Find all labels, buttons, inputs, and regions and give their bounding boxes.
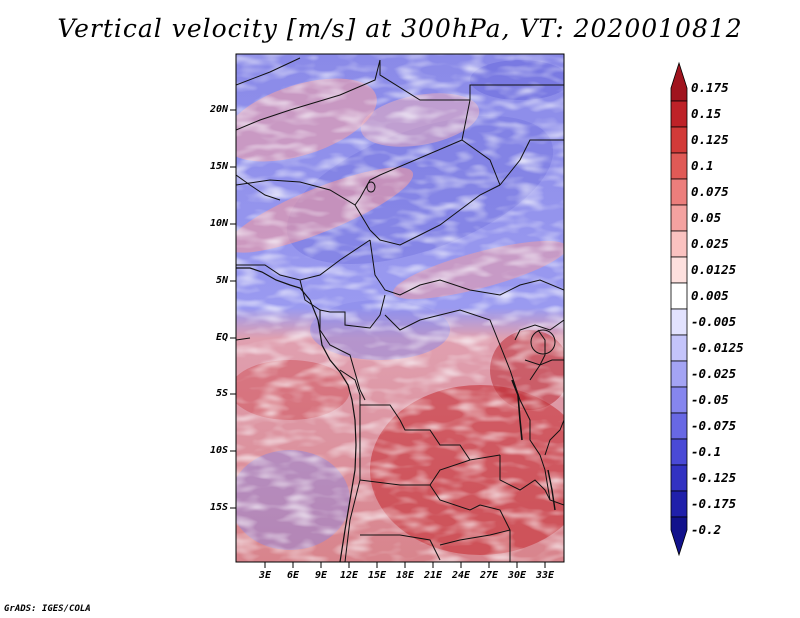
colorbar-swatch: [670, 126, 688, 154]
border-line: [461, 139, 501, 186]
footer-credit: GrADS: IGES/COLA: [4, 604, 91, 614]
lake-victoria: [530, 329, 556, 355]
colorbar-tick-label: 0.1: [691, 158, 714, 173]
colorbar-tick-label: 0.025: [691, 236, 729, 251]
colorbar: [670, 61, 688, 557]
field-texture: [236, 54, 564, 562]
colorbar-tick-label: 0.05: [691, 210, 722, 225]
border-line: [344, 405, 361, 562]
lat-label: 15S: [209, 502, 228, 513]
colorbar-tick-label: -0.1: [691, 444, 722, 459]
axis-ticks: [230, 109, 546, 568]
lon-label: 12E: [339, 570, 359, 581]
border-line: [339, 369, 501, 461]
colorbar-tick-label: -0.025: [691, 366, 737, 381]
border-line: [236, 337, 251, 341]
colorbar-swatch: [670, 516, 688, 557]
colorbar-tick-label: -0.075: [691, 418, 737, 433]
colorbar-swatch: [670, 490, 688, 518]
lon-label: 6E: [286, 570, 300, 581]
colorbar-swatch: [670, 412, 688, 440]
border-line: [369, 184, 501, 246]
colorbar-swatch: [670, 61, 688, 102]
colorbar-swatch: [670, 178, 688, 206]
colorbar-swatch: [670, 152, 688, 180]
colorbar-tick-label: 0.0125: [691, 262, 737, 277]
border-line: [369, 239, 564, 296]
map-title: Vertical velocity [m/s] at 300hPa, VT: 2…: [57, 14, 743, 43]
velocity-field: [236, 54, 564, 562]
colorbar-tick-label: -0.005: [691, 314, 737, 329]
lake-chad: [366, 181, 376, 193]
lat-label: 10S: [209, 445, 228, 456]
border-line: [236, 179, 371, 231]
border-line: [509, 369, 551, 501]
colorbar-tick-label: -0.0125: [691, 340, 744, 355]
colorbar-swatch: [670, 308, 688, 336]
colorbar-swatch: [670, 438, 688, 466]
map-frame: [235, 53, 565, 563]
lat-label: 5S: [215, 388, 228, 399]
colorbar-tick-label: -0.175: [691, 496, 737, 511]
colorbar-tick-label: 0.075: [691, 184, 729, 199]
border-line: [360, 534, 441, 561]
coastline: [236, 267, 357, 562]
border-line: [354, 99, 471, 206]
lat-label: 10N: [209, 218, 228, 229]
colorbar-swatch: [670, 334, 688, 362]
colorbar-swatch: [670, 230, 688, 258]
colorbar-tick-label: 0.15: [691, 106, 722, 121]
colorbar-tick-label: -0.125: [691, 470, 737, 485]
colorbar-tick-label: 0.125: [691, 132, 729, 147]
lake-malawi: [547, 469, 556, 511]
border-line: [384, 309, 511, 371]
lon-label: 21E: [423, 570, 443, 581]
border-line: [479, 504, 511, 562]
border-line: [299, 279, 386, 329]
border-line: [236, 174, 281, 201]
lon-label: 9E: [314, 570, 328, 581]
border-line: [544, 419, 564, 456]
lat-label: 15N: [209, 161, 228, 172]
colorbar-swatch: [670, 204, 688, 232]
border-line: [429, 484, 481, 511]
lat-label: 5N: [215, 275, 228, 286]
lake-tanganyika: [511, 379, 523, 441]
lon-label: 27E: [479, 570, 499, 581]
border-line: [529, 329, 546, 381]
lon-label: 33E: [535, 570, 555, 581]
colorbar-swatch: [670, 360, 688, 388]
country-borders: [236, 57, 564, 562]
colorbar-swatch: [670, 386, 688, 414]
lon-label: 24E: [451, 570, 471, 581]
colorbar-tick-label: -0.2: [691, 522, 722, 537]
lat-label: 20N: [209, 104, 228, 115]
colorbar-tick-label: 0.005: [691, 288, 729, 303]
border-line: [236, 59, 381, 131]
colorbar-swatch: [670, 464, 688, 492]
lon-label: 18E: [395, 570, 415, 581]
border-line: [439, 529, 511, 546]
border-line: [499, 139, 564, 186]
colorbar-tick-label: -0.05: [691, 392, 729, 407]
lon-label: 15E: [367, 570, 387, 581]
lat-label: EQ: [215, 332, 228, 343]
colorbar-swatch: [670, 256, 688, 284]
colorbar-tick-label: 0.175: [691, 80, 729, 95]
colorbar-swatch: [670, 282, 688, 310]
border-line: [236, 57, 301, 86]
border-line: [514, 319, 564, 341]
border-line: [524, 359, 564, 366]
border-line: [379, 60, 564, 101]
lon-label: 3E: [258, 570, 272, 581]
lon-label: 30E: [507, 570, 527, 581]
border-line: [319, 310, 366, 401]
colorbar-swatch: [670, 100, 688, 128]
